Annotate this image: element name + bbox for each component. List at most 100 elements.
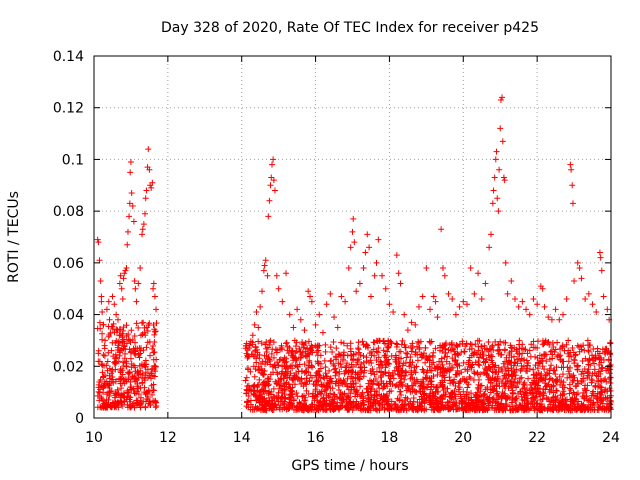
data-point bbox=[584, 337, 591, 344]
data-point bbox=[467, 341, 474, 348]
data-point bbox=[370, 368, 377, 375]
data-point bbox=[552, 371, 559, 378]
data-point bbox=[441, 374, 448, 381]
data-point bbox=[303, 368, 310, 375]
data-point bbox=[339, 391, 346, 398]
data-point bbox=[150, 356, 157, 363]
data-point bbox=[139, 379, 146, 386]
data-point bbox=[460, 298, 467, 305]
data-point bbox=[246, 342, 253, 349]
data-point bbox=[557, 357, 564, 364]
data-point bbox=[456, 362, 463, 369]
data-point bbox=[377, 395, 384, 402]
data-point bbox=[495, 208, 502, 215]
data-point bbox=[402, 359, 409, 366]
data-point bbox=[524, 386, 531, 393]
data-point bbox=[534, 365, 541, 372]
data-point bbox=[353, 398, 360, 405]
data-point bbox=[97, 277, 104, 284]
data-point bbox=[556, 316, 563, 323]
data-point bbox=[477, 388, 484, 395]
data-point bbox=[100, 400, 107, 407]
data-point bbox=[347, 390, 354, 397]
data-point bbox=[380, 347, 387, 354]
data-point bbox=[104, 404, 111, 411]
data-point bbox=[501, 177, 508, 184]
data-point bbox=[110, 320, 117, 327]
data-point bbox=[490, 347, 497, 354]
data-point bbox=[347, 244, 354, 251]
data-point bbox=[374, 407, 381, 414]
data-point bbox=[112, 390, 119, 397]
data-point bbox=[105, 333, 112, 340]
data-point bbox=[495, 369, 502, 376]
data-point bbox=[282, 340, 289, 347]
data-point bbox=[142, 372, 149, 379]
data-point bbox=[481, 390, 488, 397]
data-point bbox=[354, 359, 361, 366]
data-point bbox=[360, 265, 367, 272]
data-point bbox=[336, 406, 343, 413]
data-point bbox=[118, 385, 125, 392]
data-point bbox=[349, 228, 356, 235]
data-point bbox=[247, 338, 254, 345]
data-point bbox=[256, 399, 263, 406]
data-point bbox=[398, 402, 405, 409]
data-point bbox=[481, 391, 488, 398]
data-point bbox=[344, 375, 351, 382]
data-point bbox=[490, 387, 497, 394]
data-point bbox=[360, 341, 367, 348]
data-point bbox=[513, 346, 520, 353]
data-point bbox=[411, 378, 418, 385]
data-point bbox=[422, 359, 429, 366]
data-point bbox=[537, 397, 544, 404]
data-point bbox=[326, 367, 333, 374]
data-point bbox=[323, 373, 330, 380]
data-point bbox=[269, 397, 276, 404]
data-point bbox=[542, 372, 549, 379]
data-point bbox=[553, 364, 560, 371]
data-point bbox=[402, 344, 409, 351]
data-point bbox=[312, 387, 319, 394]
data-point bbox=[552, 393, 559, 400]
data-point bbox=[105, 349, 112, 356]
data-point bbox=[442, 402, 449, 409]
data-point bbox=[145, 393, 152, 400]
data-point bbox=[340, 340, 347, 347]
data-point bbox=[385, 343, 392, 350]
data-point bbox=[404, 327, 411, 334]
data-point bbox=[312, 321, 319, 328]
data-point bbox=[316, 402, 323, 409]
data-point bbox=[330, 391, 337, 398]
data-point bbox=[272, 378, 279, 385]
data-point bbox=[124, 241, 131, 248]
data-point bbox=[427, 339, 434, 346]
data-point bbox=[305, 338, 312, 345]
data-point bbox=[148, 382, 155, 389]
data-point bbox=[481, 365, 488, 372]
data-point bbox=[598, 365, 605, 372]
data-point bbox=[377, 361, 384, 368]
data-point bbox=[117, 398, 124, 405]
data-point bbox=[371, 339, 378, 346]
data-point bbox=[324, 384, 331, 391]
data-point bbox=[448, 390, 455, 397]
data-point bbox=[472, 359, 479, 366]
data-point bbox=[503, 354, 510, 361]
data-point bbox=[119, 334, 126, 341]
data-point bbox=[98, 361, 105, 368]
data-point bbox=[476, 392, 483, 399]
data-point bbox=[570, 349, 577, 356]
data-point bbox=[417, 338, 424, 345]
data-point bbox=[489, 200, 496, 207]
data-point bbox=[344, 383, 351, 390]
data-point bbox=[95, 347, 102, 354]
data-point bbox=[604, 306, 611, 313]
data-point bbox=[577, 406, 584, 413]
data-point bbox=[96, 257, 103, 264]
data-point bbox=[291, 355, 298, 362]
data-point bbox=[278, 376, 285, 383]
data-point bbox=[312, 393, 319, 400]
data-point bbox=[580, 403, 587, 410]
data-point bbox=[452, 402, 459, 409]
